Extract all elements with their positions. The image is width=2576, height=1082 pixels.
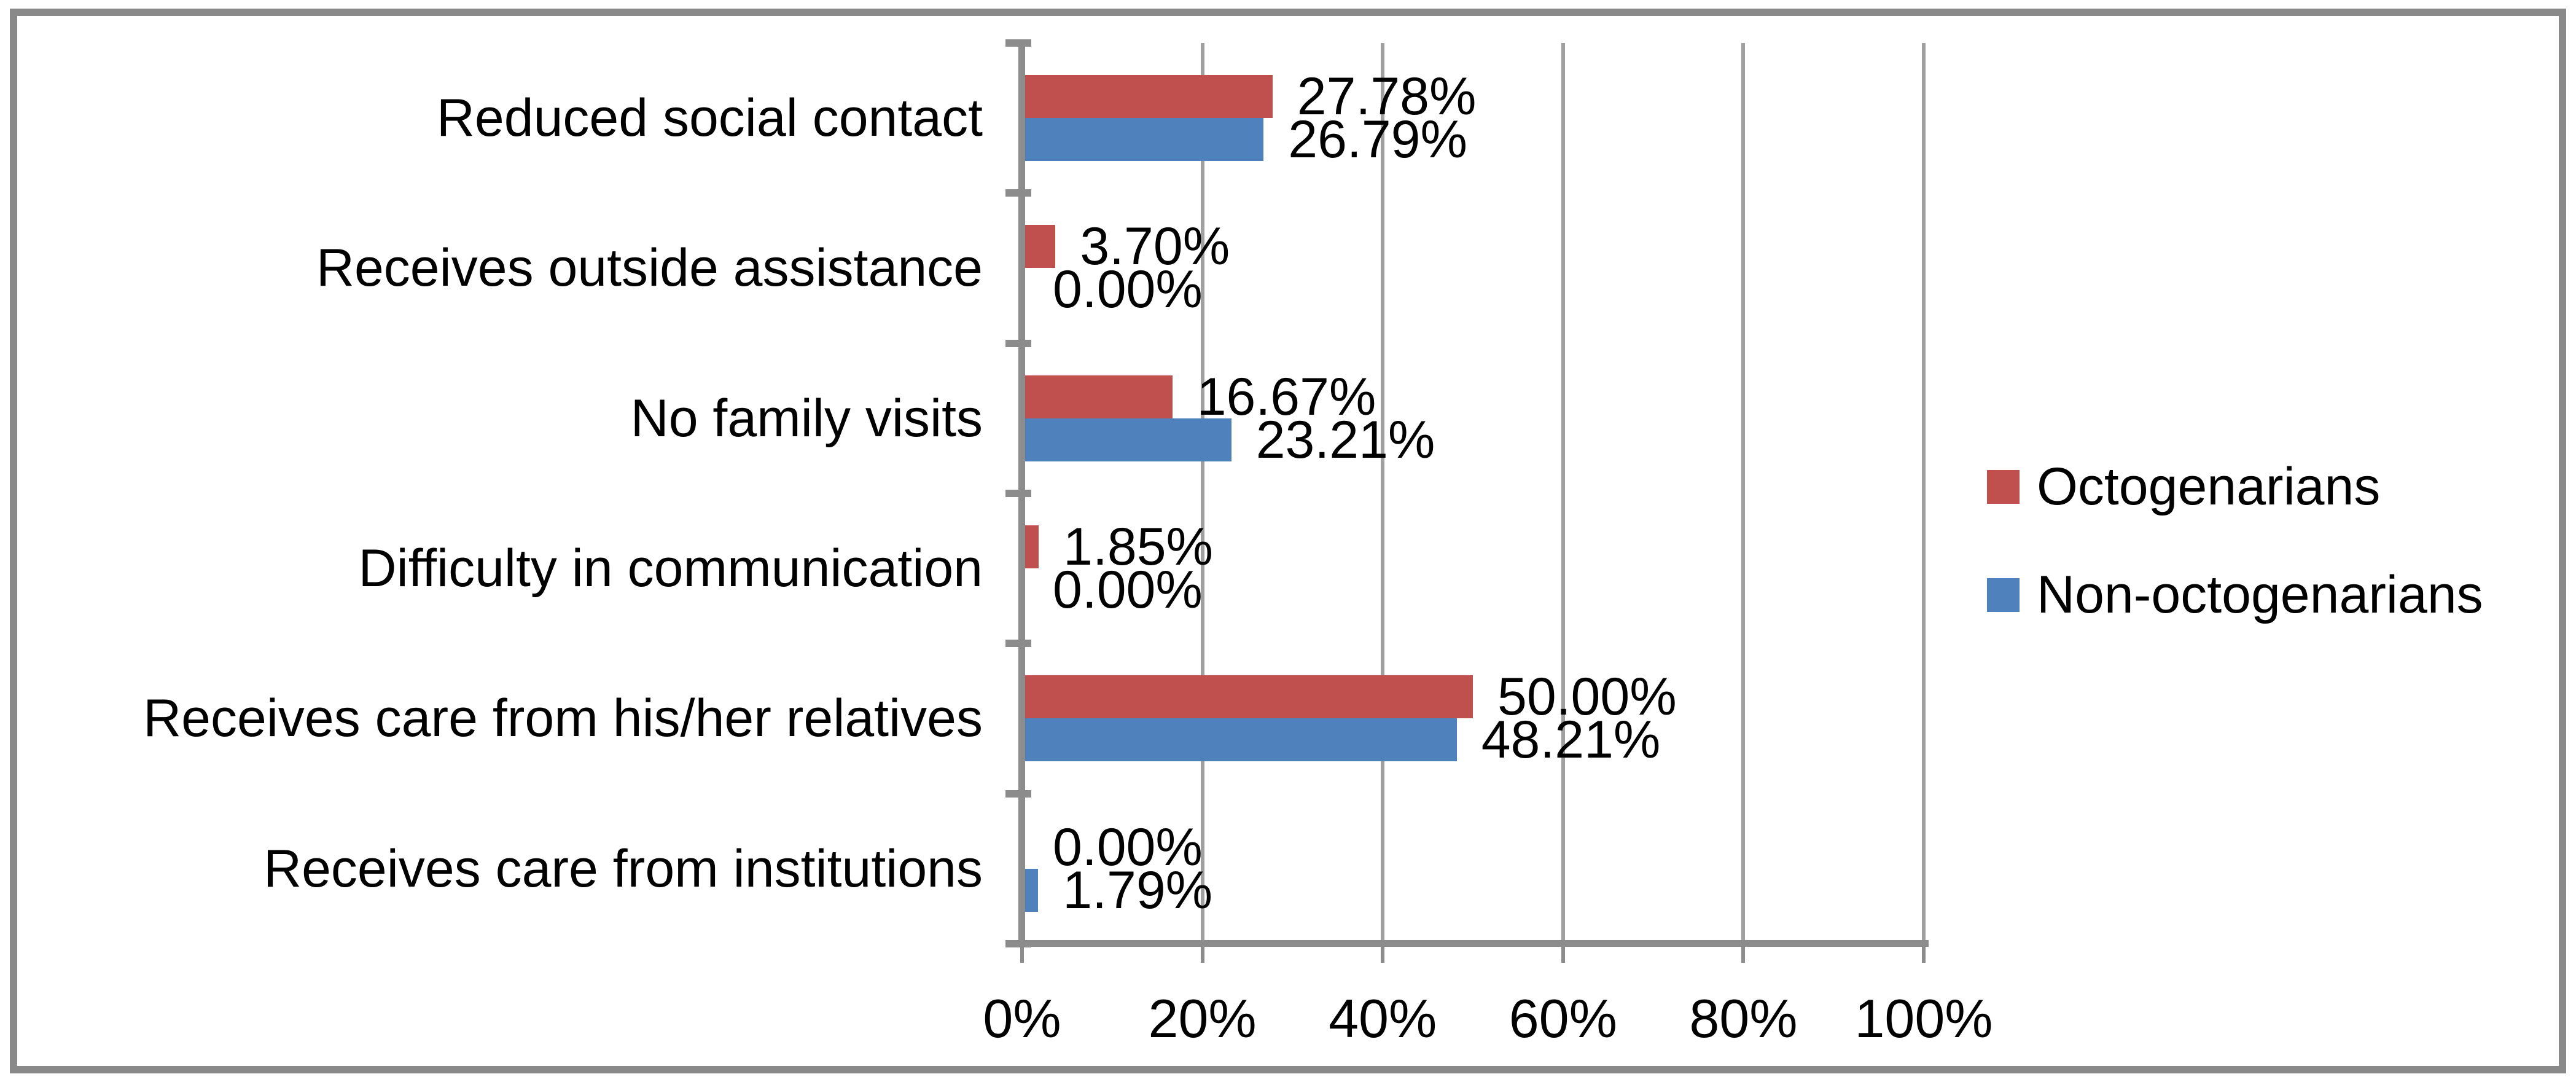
bar-non-octogenarians-2 [1022, 418, 1231, 461]
x-axis-tick-label-60%: 60% [1509, 988, 1617, 1049]
bar-non-octogenarians-0 [1022, 118, 1264, 161]
legend-label-non-octogenarians: Non-octogenarians [2037, 565, 2483, 624]
legend: Octogenarians Non-octogenarians [1987, 457, 2483, 624]
bar-octogenarians-2 [1022, 375, 1173, 418]
value-label-octogenarians-1: 3.70% [1080, 217, 1230, 276]
bar-octogenarians-4 [1022, 675, 1473, 719]
category-axis-tick-0 [1005, 39, 1031, 47]
value-label-octogenarians-4: 50.00% [1497, 667, 1677, 727]
category-axis-tick-3 [1005, 490, 1031, 497]
bar-non-octogenarians-4 [1022, 718, 1457, 762]
legend-entry-non-octogenarians: Non-octogenarians [1987, 565, 2483, 624]
category-label-2: No family visits [630, 388, 983, 448]
category-label-1: Receives outside assistance [316, 238, 983, 298]
category-label-0: Reduced social contact [436, 88, 983, 147]
x-axis-tick-label-40%: 40% [1329, 988, 1437, 1049]
bar-octogenarians-1 [1022, 225, 1056, 269]
x-axis-tick-20% [1200, 947, 1204, 963]
x-axis-tick-label-0%: 0% [983, 988, 1061, 1049]
x-axis-tick-40% [1381, 947, 1385, 963]
gridline-60% [1561, 43, 1565, 940]
x-axis-tick-label-80%: 80% [1689, 988, 1798, 1049]
value-label-non-octogenarians-4: 48.21% [1481, 710, 1661, 770]
x-axis-tick-label-100%: 100% [1854, 988, 1993, 1049]
value-label-non-octogenarians-0: 26.79% [1288, 110, 1467, 169]
legend-entry-octogenarians: Octogenarians [1987, 457, 2483, 516]
bar-octogenarians-0 [1022, 75, 1273, 118]
category-label-3: Difficulty in communication [358, 539, 983, 598]
x-axis-tick-0% [1020, 947, 1024, 963]
value-label-non-octogenarians-1: 0.00% [1053, 260, 1203, 320]
value-label-octogenarians-0: 27.78% [1297, 67, 1477, 126]
category-axis-tick-1 [1005, 189, 1031, 197]
category-axis-tick-2 [1005, 339, 1031, 347]
x-axis-tick-label-20%: 20% [1148, 988, 1257, 1049]
gridline-20% [1200, 43, 1204, 940]
gridline-80% [1741, 43, 1746, 940]
legend-swatch-octogenarians [1987, 469, 2020, 504]
value-label-octogenarians-5: 0.00% [1053, 817, 1203, 877]
gridline-40% [1381, 43, 1385, 940]
legend-swatch-non-octogenarians [1987, 578, 2020, 612]
value-label-octogenarians-3: 1.85% [1063, 517, 1214, 576]
x-axis-line [1006, 940, 1929, 947]
value-label-non-octogenarians-3: 0.00% [1053, 560, 1203, 619]
category-axis-tick-6 [1005, 940, 1031, 947]
x-axis-tick-100% [1922, 947, 1926, 963]
value-label-non-octogenarians-2: 23.21% [1255, 410, 1435, 469]
gridline-100% [1922, 43, 1926, 940]
x-axis-tick-80% [1741, 947, 1746, 963]
x-axis-tick-60% [1561, 947, 1565, 963]
category-label-5: Receives care from institutions [263, 839, 983, 898]
category-axis-tick-4 [1005, 640, 1031, 648]
value-label-non-octogenarians-5: 1.79% [1063, 860, 1213, 920]
category-axis-tick-5 [1005, 790, 1031, 798]
legend-label-octogenarians: Octogenarians [2037, 457, 2381, 516]
category-label-4: Receives care from his/her relatives [143, 689, 983, 748]
value-label-octogenarians-2: 16.67% [1196, 367, 1376, 426]
